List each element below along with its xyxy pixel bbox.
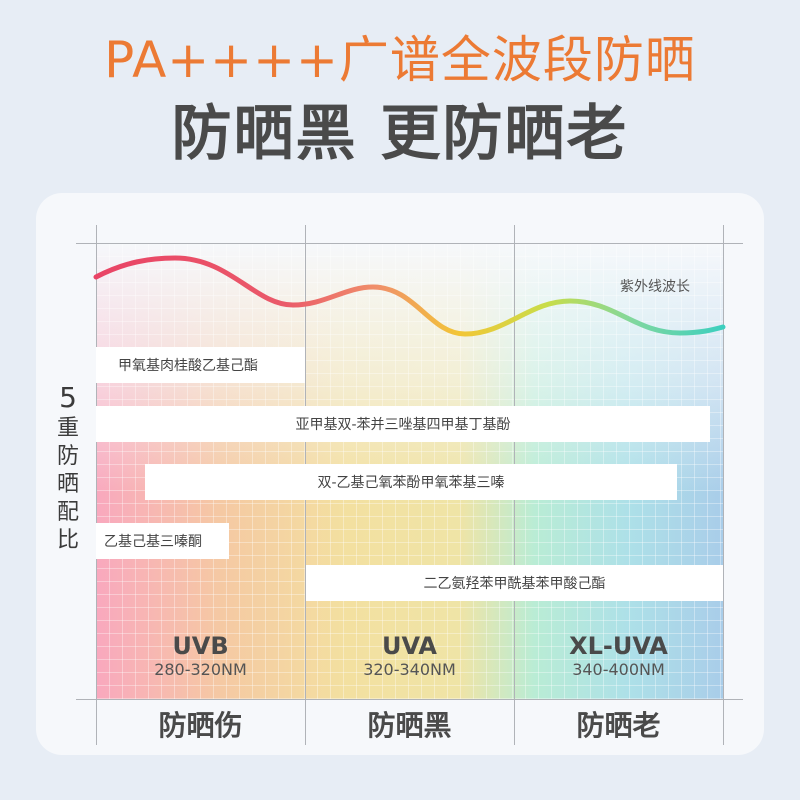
ingredient-name: 甲氧基肉桂酸乙基己酯 [118,358,258,374]
band-name: UVA [381,632,437,660]
band-range: 340-400NM [572,660,665,679]
ingredient-name: 二乙氨羟苯甲酰基苯甲酸己酯 [423,576,606,592]
band-name: XL-UVA [569,632,668,660]
top-axis-line [76,243,743,244]
band-name: UVB [172,632,229,660]
ingredient-bar-3: 双-乙基己氧苯酚甲氧苯基三嗪 [145,464,677,500]
benefit-tanning: 防晒黑 [367,709,452,742]
band-xl-uva: XL-UVA 340-400NM [514,632,723,680]
ingredient-bar-4: 乙基己基三嗪酮 [96,523,229,559]
band-range: 320-340NM [363,660,456,679]
headline-slogan: 防晒黑 更防晒老 [171,99,629,169]
divider-left [96,225,97,745]
uv-wavelength-label: 紫外线波长 [620,279,690,295]
ingredient-name: 双-乙基己氧苯酚甲氧苯基三嗪 [317,475,505,491]
band-range: 280-320NM [154,660,247,679]
band-uvb: UVB 280-320NM [96,632,305,680]
ingredient-name: 亚甲基双-苯并三唑基四甲基丁基酚 [295,417,511,433]
headline-pa-rating: PA++++广谱全波段防晒 [104,31,696,89]
ingredient-bar-1: 甲氧基肉桂酸乙基己酯 [96,347,305,383]
divider-right [723,225,724,745]
filter-count: 5 [59,381,77,414]
band-uva: UVA 320-340NM [305,632,514,680]
benefit-sunburn: 防晒伤 [158,709,243,742]
ingredient-bar-2: 亚甲基双-苯并三唑基四甲基丁基酚 [96,406,710,442]
ingredient-name: 乙基己基三嗪酮 [104,534,202,550]
five-filter-label: 5 重 防 晒 配 比 [50,381,86,555]
benefit-aging: 防晒老 [576,709,661,742]
bottom-axis-line [76,699,743,700]
ingredient-bar-5: 二乙氨羟苯甲酰基苯甲酸己酯 [306,565,723,601]
